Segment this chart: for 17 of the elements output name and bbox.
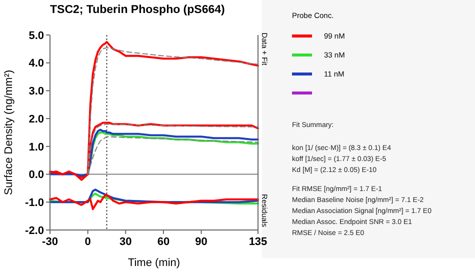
y-tick-label: 3.0: [28, 86, 44, 98]
y-tick-label: -2.0: [25, 224, 44, 237]
x-tick-label: 90: [195, 236, 208, 248]
y-axis-title: Surface Density (ng/mm²): [3, 70, 15, 196]
x-tick-label: 0: [84, 236, 91, 248]
y-tick-label: -1.0: [25, 196, 44, 209]
chart-title: TSC2; Tuberin Phospho (pS664): [50, 4, 226, 16]
x-tick-label: 60: [157, 236, 170, 248]
y-tick-label: 5.0: [28, 30, 44, 42]
x-tick-label: 135: [248, 236, 268, 248]
y-tick-label: 0.0: [28, 169, 44, 182]
y-tick-label: 1.0: [28, 141, 44, 154]
x-axis-title: Time (min): [128, 257, 180, 269]
y-tick-label: 2.0: [28, 113, 44, 126]
y-tick-label: 4.0: [28, 58, 44, 70]
x-tick-label: -30: [42, 236, 58, 248]
x-tick-label: 30: [120, 236, 132, 248]
